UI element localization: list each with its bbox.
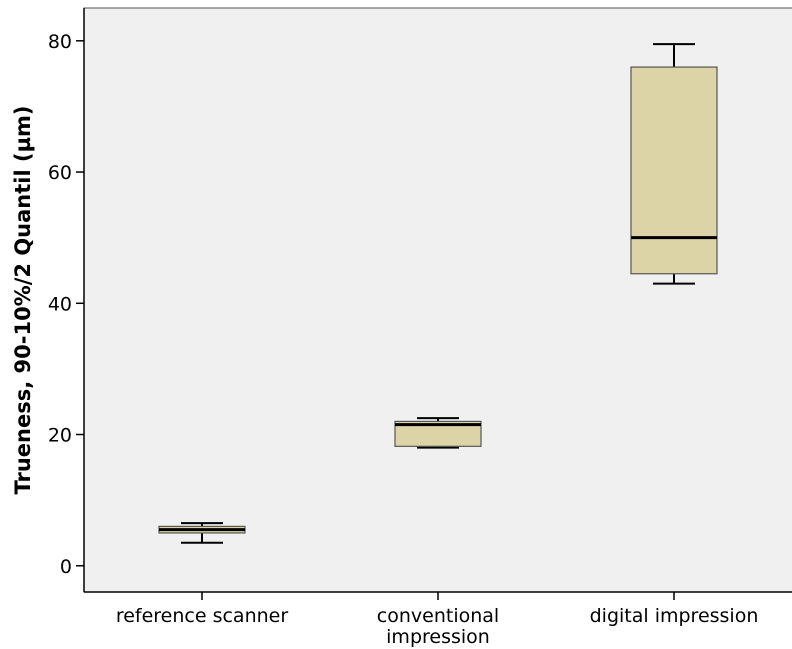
box-group [394, 417, 482, 449]
x-category-label: impression [386, 626, 490, 648]
y-tick-label: 60 [48, 162, 72, 184]
box-group [158, 522, 246, 544]
y-axis: 0 20 40 60 80 [48, 8, 85, 592]
iqr-box [630, 66, 718, 275]
y-tick-label: 20 [48, 425, 72, 447]
y-axis-title: Trueness, 90-10%/2 Quantil (µm) [11, 105, 35, 494]
boxes [158, 43, 718, 544]
y-tick-label: 80 [48, 31, 72, 53]
x-category-label: reference scanner [116, 605, 289, 627]
x-category-label: digital impression [590, 605, 759, 627]
y-tick-label: 0 [60, 556, 72, 578]
x-category-label: conventional [377, 605, 499, 627]
y-tick-label: 40 [48, 293, 72, 315]
box-group [630, 43, 718, 285]
